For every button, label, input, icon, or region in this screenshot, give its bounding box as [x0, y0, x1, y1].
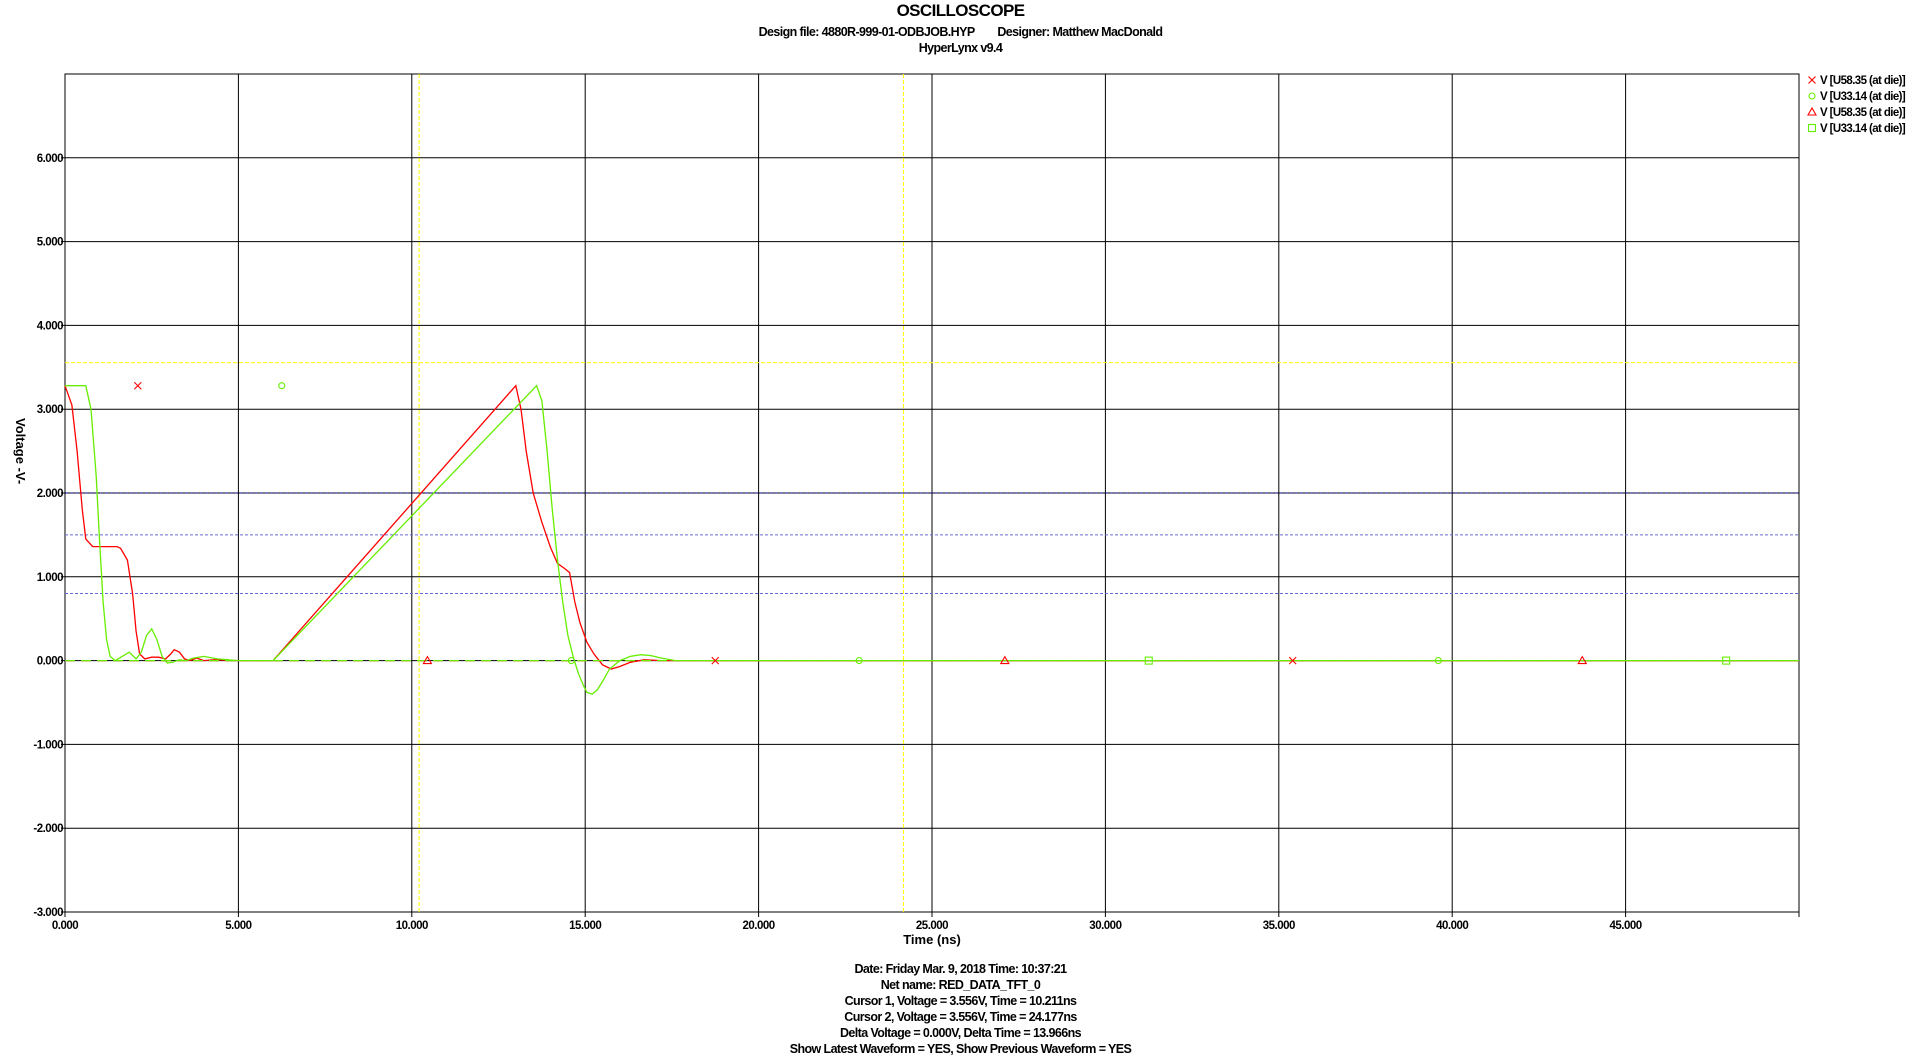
- legend-entry: V [U58.35 (at die)]: [1820, 75, 1906, 87]
- series-marker: [1434, 657, 1442, 665]
- y-tick-label: -1.000: [33, 739, 63, 751]
- series-marker: [1577, 655, 1588, 665]
- series-line: [64, 384, 1799, 670]
- series-marker: [999, 655, 1010, 665]
- legend-marker: [1808, 76, 1816, 84]
- y-tick-label: 2.000: [37, 488, 63, 500]
- legend-marker: [1807, 123, 1817, 133]
- chart-title: OSCILLOSCOPE: [896, 1, 1025, 20]
- series-marker: [1144, 656, 1153, 665]
- legend-marker: [1807, 106, 1817, 116]
- y-tick-label: 5.000: [37, 237, 63, 249]
- y-tick-label: 1.000: [37, 572, 63, 584]
- legend-entry: V [U33.14 (at die)]: [1820, 91, 1906, 103]
- date-time-line: Date: Friday Mar. 9, 2018 Time: 10:37:21: [854, 962, 1068, 976]
- x-tick-label: 20.000: [743, 920, 775, 932]
- x-tick-label: 35.000: [1263, 920, 1295, 932]
- y-tick-label: 4.000: [37, 320, 63, 332]
- legend-entry: V [U58.35 (at die)]: [1820, 107, 1906, 119]
- series-marker: [1722, 656, 1731, 665]
- legend-entry: V [U33.14 (at die)]: [1820, 123, 1906, 135]
- x-tick-label: 15.000: [569, 920, 601, 932]
- x-tick-label: 30.000: [1089, 920, 1121, 932]
- series-marker: [133, 381, 142, 390]
- x-tick-label: 0.000: [52, 920, 78, 932]
- y-tick-label: -2.000: [33, 823, 63, 835]
- y-tick-label: 3.000: [37, 404, 63, 416]
- x-tick-label: 5.000: [225, 920, 251, 932]
- series-marker: [278, 382, 286, 390]
- delta-readout: Delta Voltage = 0.000V, Delta Time = 13.…: [840, 1026, 1082, 1040]
- net-name-line: Net name: RED_DATA_TFT_0: [880, 978, 1041, 992]
- x-axis-title: Time (ns): [903, 932, 961, 947]
- software-version: HyperLynx v9.4: [918, 41, 1003, 55]
- cursor1-readout: Cursor 1, Voltage = 3.556V, Time = 10.21…: [844, 994, 1077, 1008]
- y-tick-label: 0.000: [37, 656, 63, 668]
- series-marker: [855, 657, 863, 665]
- design-info: Design file: 4880R-999-01-ODBJOB.HYP Des…: [758, 25, 1163, 39]
- legend-marker: [1808, 92, 1816, 100]
- x-tick-label: 45.000: [1610, 920, 1642, 932]
- y-tick-label: -3.000: [33, 907, 63, 919]
- series-marker: [422, 655, 433, 665]
- cursor2-readout: Cursor 2, Voltage = 3.556V, Time = 24.17…: [844, 1010, 1077, 1024]
- series-marker: [711, 656, 720, 665]
- x-tick-label: 40.000: [1436, 920, 1468, 932]
- x-tick-label: 25.000: [916, 920, 948, 932]
- series-marker: [567, 657, 575, 665]
- y-axis-title: Voltage -V-: [13, 418, 28, 484]
- x-tick-label: 10.000: [396, 920, 428, 932]
- y-tick-label: 6.000: [37, 153, 63, 165]
- series-marker: [1288, 656, 1297, 665]
- waveform-display-settings: Show Latest Waveform = YES, Show Previou…: [789, 1042, 1132, 1056]
